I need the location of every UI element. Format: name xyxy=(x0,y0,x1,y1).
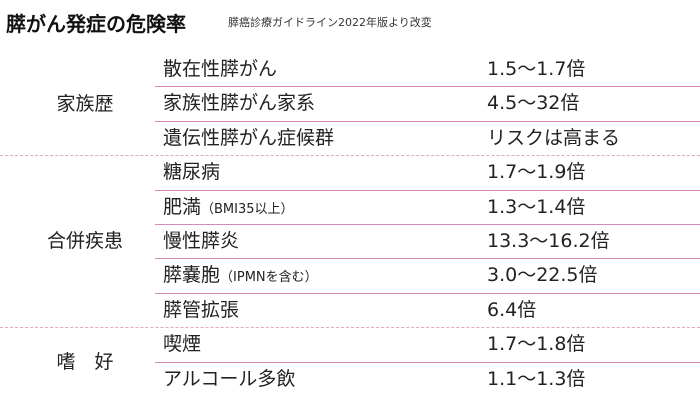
risk-cell: リスクは高まる xyxy=(487,126,621,149)
row-line xyxy=(155,120,700,122)
risk-cell: 1.5～1.7倍 xyxy=(487,58,586,80)
risk-cell: 1.7～1.9倍 xyxy=(487,161,586,184)
title: 膵がん発症の危険率 xyxy=(6,12,186,36)
row-line xyxy=(155,224,700,225)
risk-cell: 4.5～32倍 xyxy=(487,92,580,115)
group-label: 合併疾患 xyxy=(46,230,123,253)
factor-cell: 家族性膵がん家系 xyxy=(163,86,315,120)
group-separator xyxy=(0,327,700,329)
risk-cell: 1.7～1.8倍 xyxy=(487,333,586,356)
row-line xyxy=(155,86,700,88)
row-line xyxy=(155,292,700,294)
row-line xyxy=(155,258,700,260)
factor: アルコール多飲 xyxy=(163,367,296,390)
factor-cell: 糖尿病 xyxy=(163,155,220,189)
row-line xyxy=(155,361,700,363)
factor-cell: 遺伝性膵がん症候群 xyxy=(163,121,334,155)
factor-cell: 散在性膵がん xyxy=(163,52,277,86)
factor: 慢性膵炎 xyxy=(163,230,240,252)
factor: 家族性膵がん家系 xyxy=(163,92,316,115)
group-label: 家族歴 xyxy=(56,92,114,115)
factor: 膵管拡張 xyxy=(163,298,240,321)
group-separator xyxy=(0,155,700,157)
risk-cell: 1.3～1.4倍 xyxy=(487,195,586,218)
factor-note: （BMI35以上） xyxy=(201,201,294,217)
factor: 膵嚢胞 xyxy=(163,264,221,287)
factor-cell: 喫煙 xyxy=(163,327,201,361)
factor: 散在性膵がん xyxy=(163,58,278,80)
factor: 遺伝性膵がん症候群 xyxy=(163,126,335,149)
factor-cell: 膵管拡張 xyxy=(163,293,239,327)
factor-cell: 慢性膵炎 xyxy=(163,224,239,258)
factor-note: （IPMNを含む） xyxy=(220,270,318,286)
risk-cell: 13.3～16.2倍 xyxy=(487,230,610,252)
factor: 肥満 xyxy=(163,195,202,218)
factor-cell: 膵嚢胞（IPMNを含む） xyxy=(163,258,318,292)
risk-cell: 1.1～1.3倍 xyxy=(487,367,586,390)
factor-cell: 肥満（BMI35以上） xyxy=(163,190,294,224)
row-line xyxy=(155,189,700,191)
factor-cell: アルコール多飲 xyxy=(163,362,295,396)
risk-cell: 6.4倍 xyxy=(487,298,537,321)
group-label: 嗜 好 xyxy=(56,350,114,373)
factor: 喫煙 xyxy=(163,333,202,356)
factor: 糖尿病 xyxy=(163,161,221,184)
risk-cell: 3.0～22.5倍 xyxy=(487,264,598,287)
source: 膵癌診療ガイドライン2022年版より改変 xyxy=(228,16,432,29)
